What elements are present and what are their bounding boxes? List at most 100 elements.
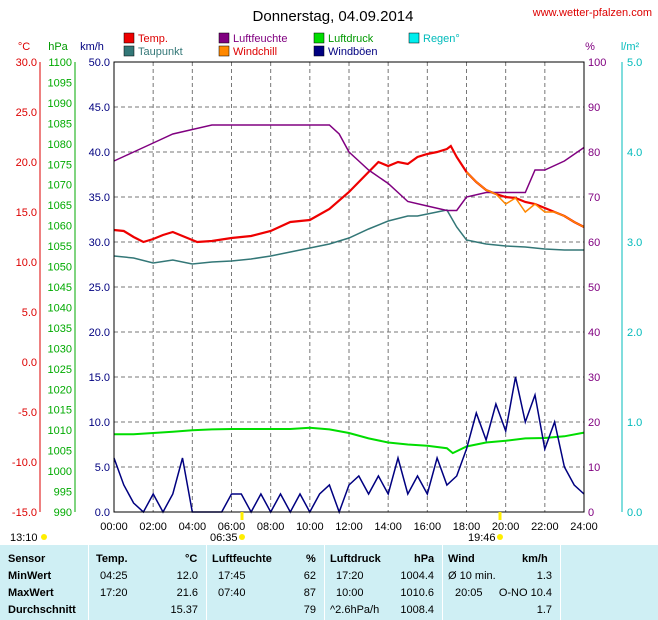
stats-cell: 20:05 (455, 587, 483, 599)
tick-label-pressure: 1010 (48, 425, 72, 437)
stats-cell: 17:20 (100, 587, 128, 599)
site-link[interactable]: www.wetter-pfalzen.com (532, 7, 652, 19)
sunrise-label: 06:35 (210, 532, 238, 544)
sunrise-icon (239, 534, 245, 540)
tick-label-pressure: 1090 (48, 98, 72, 110)
tick-label-wind: 40.0 (89, 147, 110, 159)
stats-header-humidity-unit: % (306, 553, 316, 565)
tick-label-temp: -15.0 (12, 507, 37, 519)
tick-label-temp: 15.0 (16, 207, 37, 219)
stats-row-label: Durchschnitt (8, 604, 76, 616)
tick-label-humidity: 40 (588, 327, 600, 339)
tick-label-pressure: 1030 (48, 343, 72, 355)
tick-label-wind: 45.0 (89, 102, 110, 114)
tick-label-pressure: 1100 (48, 57, 72, 69)
tick-label-pressure: 990 (54, 507, 72, 519)
tick-label-wind: 35.0 (89, 192, 110, 204)
x-tick-label: 00:00 (100, 521, 128, 533)
tick-label-temp: 30.0 (16, 57, 37, 69)
tick-label-pressure: 1005 (48, 446, 72, 458)
tick-label-pressure: 1070 (48, 180, 72, 192)
legend-label-temp: Temp. (138, 33, 168, 45)
x-tick-label: 04:00 (179, 521, 207, 533)
stats-panel: Sensor Temp. °C Luftfeuchte % Luftdruck … (0, 545, 658, 620)
tick-label-rain: 5.0 (627, 57, 642, 69)
tick-label-wind: 15.0 (89, 372, 110, 384)
legend-swatch-rain (408, 32, 420, 44)
tick-label-pressure: 1095 (48, 77, 72, 89)
legend-label-pressure: Luftdruck (328, 33, 374, 45)
stats-header-temp-unit: °C (185, 553, 198, 565)
chart-title: Donnerstag, 04.09.2014 (253, 8, 414, 25)
unit-rain: l/m² (621, 41, 640, 53)
unit-temp: °C (18, 41, 30, 53)
legend-label-humidity: Luftfeuchte (233, 33, 287, 45)
tick-label-wind: 0.0 (95, 507, 110, 519)
tick-label-humidity: 20 (588, 417, 600, 429)
legend-label-dewpoint: Taupunkt (138, 46, 183, 58)
legend-label-rain: Regen° (423, 33, 460, 45)
tick-label-temp: -5.0 (18, 407, 37, 419)
tick-label-wind: 25.0 (89, 282, 110, 294)
tick-label-pressure: 1075 (48, 159, 72, 171)
stats-cell: 79 (303, 604, 316, 616)
tick-label-humidity: 0 (588, 507, 594, 519)
series-line-taupunkt (113, 209, 584, 265)
stats-cell: 07:40 (218, 587, 246, 599)
unit-wind: km/h (80, 41, 104, 53)
tick-label-temp: 20.0 (16, 157, 37, 169)
stats-cell: 12.0 (176, 570, 198, 582)
stats-cell: 1008.4 (400, 604, 434, 616)
tick-label-pressure: 1015 (48, 405, 72, 417)
tick-label-humidity: 30 (588, 372, 600, 384)
stats-cell: 1.7 (536, 604, 552, 616)
tick-label-humidity: 100 (588, 57, 606, 69)
tick-label-pressure: 995 (54, 487, 72, 499)
tick-label-temp: -10.0 (12, 457, 37, 469)
tick-label-humidity: 50 (588, 282, 600, 294)
tick-label-pressure: 1065 (48, 200, 72, 212)
stats-row-label: MaxWert (8, 587, 54, 599)
legend-swatch-temp (123, 32, 135, 44)
stats-cell: Ø 10 min. (448, 570, 496, 582)
x-tick-label: 22:00 (531, 521, 559, 533)
tick-label-rain: 0.0 (627, 507, 642, 519)
stats-header-pressure: Luftdruck (330, 553, 381, 565)
stats-header-wind-unit: km/h (522, 553, 548, 565)
tick-label-pressure: 1000 (48, 466, 72, 478)
stats-cell: 1010.6 (400, 587, 434, 599)
tick-label-wind: 50.0 (89, 57, 110, 69)
x-tick-label: 12:00 (335, 521, 363, 533)
stats-cell: 17:45 (218, 570, 246, 582)
stats-cell: O-NO 10.4 (498, 587, 552, 599)
tick-label-temp: 25.0 (16, 107, 37, 119)
tick-label-pressure: 1020 (48, 384, 72, 396)
legend-swatch-pressure (313, 32, 325, 44)
legend-swatch-windchill (218, 45, 230, 57)
tick-label-pressure: 1085 (48, 118, 72, 130)
tick-label-temp: 5.0 (22, 307, 37, 319)
tick-label-humidity: 10 (588, 462, 600, 474)
tick-label-pressure: 1045 (48, 282, 72, 294)
tick-label-temp: 10.0 (16, 257, 37, 269)
x-tick-label: 10:00 (296, 521, 324, 533)
legend-swatch-dewpoint (123, 45, 135, 57)
tick-label-rain: 4.0 (627, 147, 642, 159)
tick-label-humidity: 80 (588, 147, 600, 159)
tick-label-wind: 20.0 (89, 327, 110, 339)
x-tick-label: 20:00 (492, 521, 520, 533)
series-line-luftdruck (114, 426, 585, 455)
tick-label-humidity: 70 (588, 192, 600, 204)
tick-label-pressure: 1025 (48, 364, 72, 376)
stats-header-wind: Wind (448, 553, 475, 565)
series-line-windchill (465, 171, 585, 228)
sunset-icon (497, 534, 503, 540)
legend-swatch-humidity (218, 32, 230, 44)
x-tick-label: 14:00 (374, 521, 402, 533)
stats-cell: 17:20 (336, 570, 364, 582)
legend-swatch-gusts (313, 45, 325, 57)
tick-label-rain: 2.0 (627, 327, 642, 339)
x-tick-label: 24:00 (570, 521, 598, 533)
left-time-label: 13:10 (10, 532, 38, 544)
stats-header-temp: Temp. (96, 553, 128, 565)
